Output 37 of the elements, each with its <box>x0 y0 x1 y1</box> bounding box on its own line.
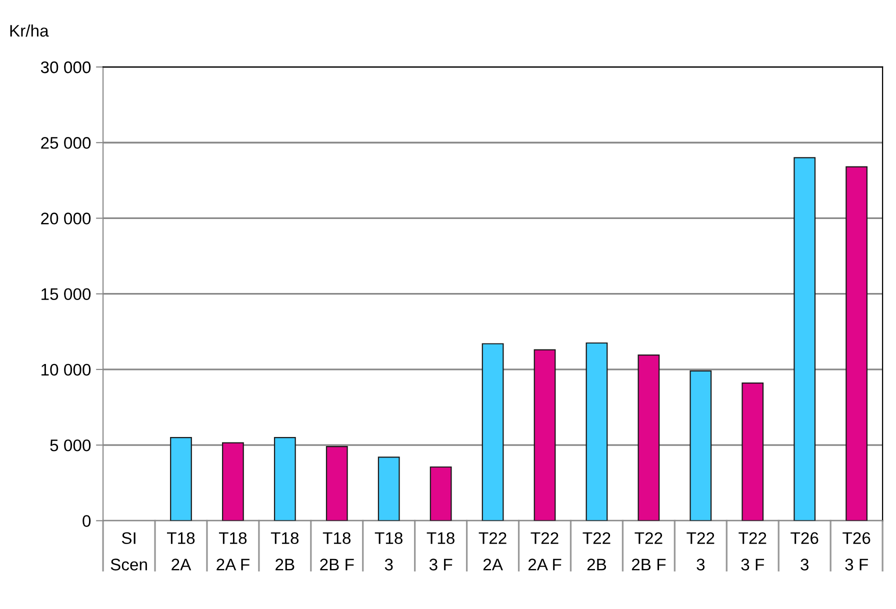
y-tick-label: 0 <box>82 515 91 527</box>
bar <box>274 436 296 521</box>
x-tick-label: T22 2B <box>582 532 610 570</box>
bar <box>482 343 504 521</box>
x-tick-label: T22 2B F <box>632 532 666 570</box>
bar <box>430 466 452 521</box>
x-tick-label: T18 2B <box>270 532 299 570</box>
bar <box>586 342 608 521</box>
x-tick-label: T18 2A F <box>216 532 250 570</box>
y-tick-label: 20 000 <box>41 212 91 224</box>
y-tick-label: 15 000 <box>42 288 91 300</box>
x-tick-label: SI Scen <box>110 532 147 570</box>
bar <box>378 456 400 521</box>
y-tick-label: 5 000 <box>50 439 91 452</box>
bar <box>690 370 712 521</box>
bar <box>846 166 868 521</box>
y-tick-label: 30 000 <box>40 61 91 74</box>
bar <box>742 382 764 521</box>
y-tick-label: 10 000 <box>42 364 91 376</box>
bar <box>326 446 348 521</box>
x-tick-label: T18 2B F <box>320 532 354 570</box>
x-tick-label: T18 3 <box>374 532 402 570</box>
y-axis-title: Kr/ha <box>10 24 49 37</box>
x-tick-label: T18 2A <box>167 532 195 570</box>
x-tick-label: T18 3 F <box>426 532 454 570</box>
x-tick-label: T22 2A F <box>528 532 562 570</box>
bar <box>170 436 192 521</box>
y-tick-label: 25 000 <box>41 137 91 149</box>
bar <box>534 349 556 521</box>
x-tick-label: T22 3 F <box>738 532 766 570</box>
bar <box>794 157 816 521</box>
x-tick-label: T26 3 <box>790 532 818 570</box>
x-tick-label: T22 3 <box>686 532 714 570</box>
bar <box>222 442 244 521</box>
x-tick-label: T26 3 F <box>842 532 870 570</box>
bar <box>638 354 660 521</box>
x-tick-label: T22 2A <box>478 532 506 570</box>
